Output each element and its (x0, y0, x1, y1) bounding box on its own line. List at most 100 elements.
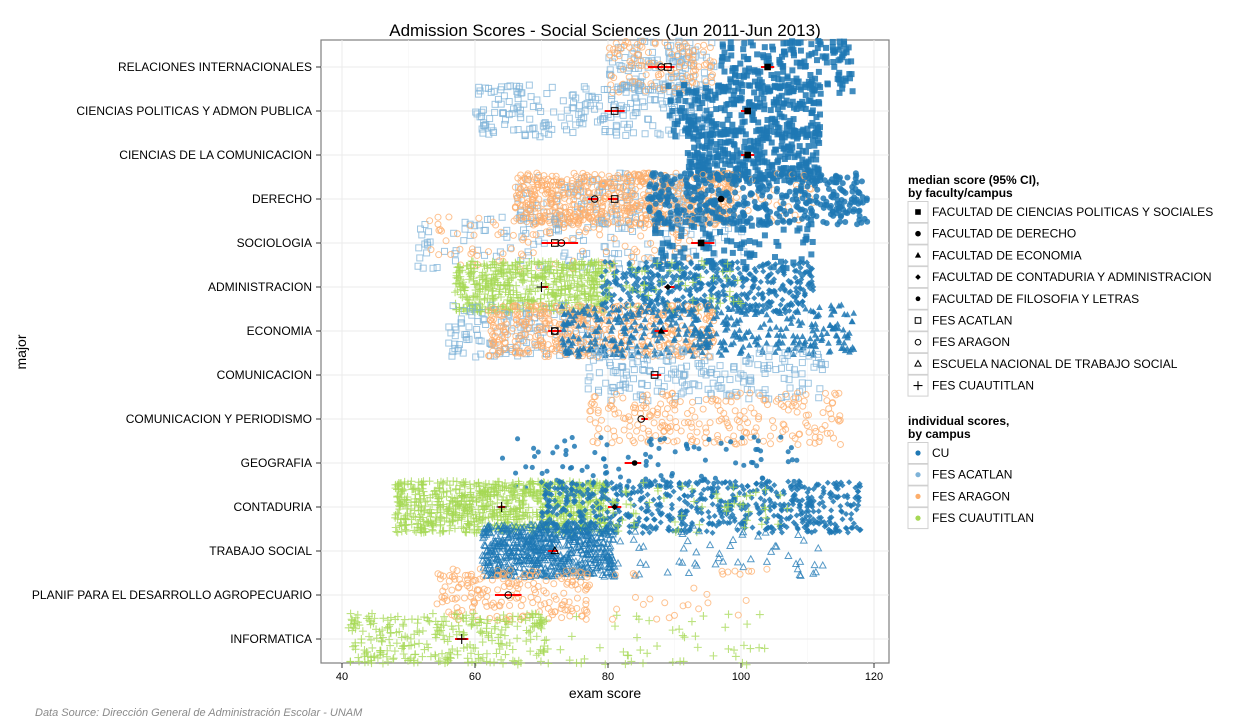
score-point (797, 101, 803, 107)
score-point (755, 159, 761, 165)
score-point (823, 199, 829, 205)
score-point (781, 48, 787, 54)
score-point (704, 138, 710, 144)
score-point (691, 189, 697, 195)
score-point (803, 92, 809, 98)
score-point (674, 121, 680, 127)
score-point (700, 177, 706, 183)
score-point (741, 239, 747, 245)
score-point (655, 220, 661, 226)
score-point (696, 133, 702, 139)
score-point (702, 145, 708, 151)
score-point (722, 161, 728, 167)
score-point (751, 89, 757, 95)
score-point (746, 82, 752, 88)
score-point (671, 127, 677, 133)
score-point (775, 158, 781, 164)
score-point (790, 99, 796, 105)
score-point (720, 41, 726, 47)
score-point (721, 131, 727, 137)
score-point (777, 111, 783, 117)
score-point (652, 227, 658, 233)
score-point (725, 56, 731, 62)
score-point (760, 189, 766, 195)
score-point (797, 63, 803, 69)
score-point (703, 208, 709, 214)
score-point (691, 224, 697, 230)
score-point (728, 39, 734, 45)
score-point (712, 92, 718, 98)
score-point (732, 189, 738, 195)
score-point (802, 84, 808, 90)
score-point (731, 100, 737, 106)
score-point (723, 102, 729, 108)
score-point (659, 177, 665, 183)
score-point (700, 152, 706, 158)
score-point (718, 63, 724, 69)
score-point (701, 115, 707, 121)
score-point (803, 162, 809, 168)
score-point (768, 173, 774, 179)
score-point (658, 230, 664, 236)
score-point (658, 171, 664, 177)
score-point (726, 198, 732, 204)
score-point (859, 178, 865, 184)
score-point (812, 133, 818, 139)
score-point (815, 126, 821, 132)
score-point (681, 245, 687, 251)
score-point (741, 54, 747, 60)
score-point (676, 90, 682, 96)
score-point (777, 173, 783, 179)
score-point (751, 67, 757, 73)
score-point (779, 54, 785, 60)
score-point (762, 221, 768, 227)
score-point (736, 219, 742, 225)
score-point (774, 71, 780, 77)
score-point (811, 143, 817, 149)
score-point (727, 208, 733, 214)
score-point (741, 144, 747, 150)
score-point (855, 208, 861, 214)
score-point (711, 202, 717, 208)
score-point (812, 87, 818, 93)
score-point (780, 40, 786, 46)
score-point (800, 128, 806, 134)
score-point (664, 174, 670, 180)
score-point (844, 210, 850, 216)
score-point (832, 49, 838, 55)
score-point (679, 227, 685, 233)
score-point (721, 69, 727, 75)
score-point (814, 57, 820, 63)
score-point (818, 201, 824, 207)
score-point (689, 196, 695, 202)
score-point (739, 89, 745, 95)
score-point (844, 175, 850, 181)
score-point (695, 116, 701, 122)
score-point (779, 143, 785, 149)
score-point (755, 119, 761, 125)
score-point (706, 155, 712, 161)
score-point (672, 133, 678, 139)
score-point (775, 219, 781, 225)
score-point (684, 181, 690, 187)
score-point (824, 59, 830, 65)
score-point (808, 251, 814, 257)
score-point (709, 97, 715, 103)
score-point (748, 39, 754, 45)
score-point (749, 191, 755, 197)
score-point (798, 39, 804, 45)
score-point (835, 76, 841, 82)
score-point (830, 59, 836, 65)
score-point (815, 38, 821, 44)
score-point (676, 108, 682, 114)
score-point (767, 194, 773, 200)
score-point (796, 225, 802, 231)
score-point (754, 96, 760, 102)
score-point (659, 188, 665, 194)
score-point (830, 209, 836, 215)
score-point (660, 255, 666, 261)
score-point (737, 97, 743, 103)
score-point (653, 201, 659, 207)
score-point (837, 44, 843, 50)
score-point (847, 75, 853, 81)
